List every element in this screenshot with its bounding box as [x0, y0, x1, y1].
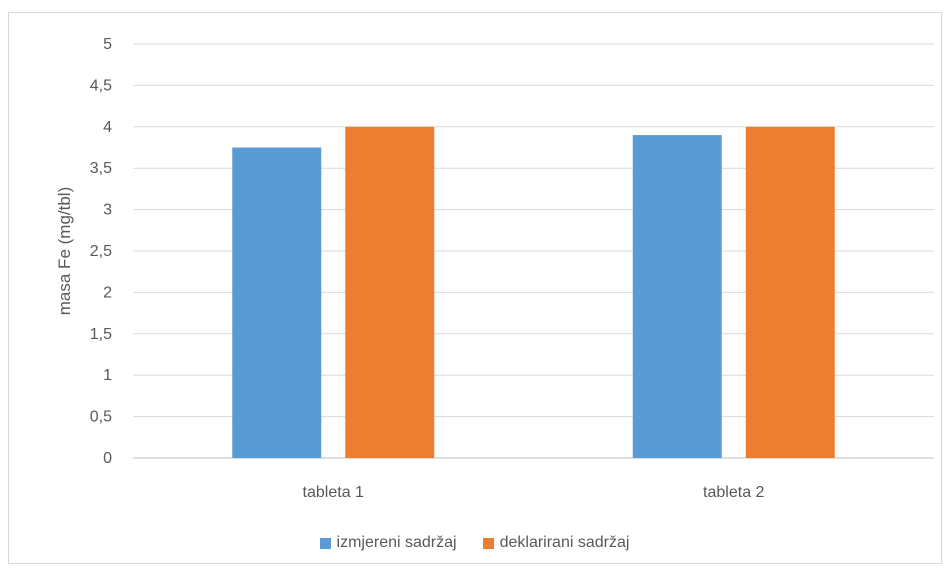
y-tick-label: 1 [103, 367, 112, 384]
x-tick-label: tableta 2 [703, 484, 764, 501]
y-tick-label: 2,5 [90, 243, 112, 260]
x-tick-labels: tableta 1 tableta 2 [303, 484, 765, 501]
legend-swatch-measured [319, 537, 331, 549]
bar-declared-1 [345, 126, 435, 459]
bar-measured-1 [232, 147, 322, 458]
y-tick-label: 3,5 [90, 160, 112, 177]
y-tick-label: 1,5 [90, 326, 112, 343]
legend-swatch-declared [482, 537, 494, 549]
y-tick-label: 2 [103, 284, 112, 301]
legend-label-declared: deklarirani sadržaj [499, 534, 630, 551]
legend-label-measured: izmjereni sadržaj [336, 534, 457, 551]
y-tick-label: 0,5 [90, 409, 112, 426]
y-tick-labels: 0 0,5 1 1,5 2 2,5 3 3,5 4 4,5 5 [90, 36, 112, 467]
legend-item-measured: izmjereni sadržaj [319, 534, 457, 552]
y-tick-label: 3 [103, 202, 112, 219]
bars [232, 126, 835, 459]
y-tick-label: 4 [103, 119, 112, 136]
legend-item-declared: deklarirani sadržaj [482, 534, 630, 552]
y-tick-label: 5 [103, 36, 112, 53]
y-axis-label: masa Fe (mg/tbl) [55, 187, 74, 315]
y-tick-label: 0 [103, 450, 112, 467]
bar-measured-2 [632, 135, 722, 458]
y-tick-label: 4,5 [90, 77, 112, 94]
x-tick-label: tableta 1 [303, 484, 364, 501]
bar-declared-2 [745, 126, 835, 459]
legend: izmjereni sadržaj deklarirani sadržaj [0, 534, 949, 552]
